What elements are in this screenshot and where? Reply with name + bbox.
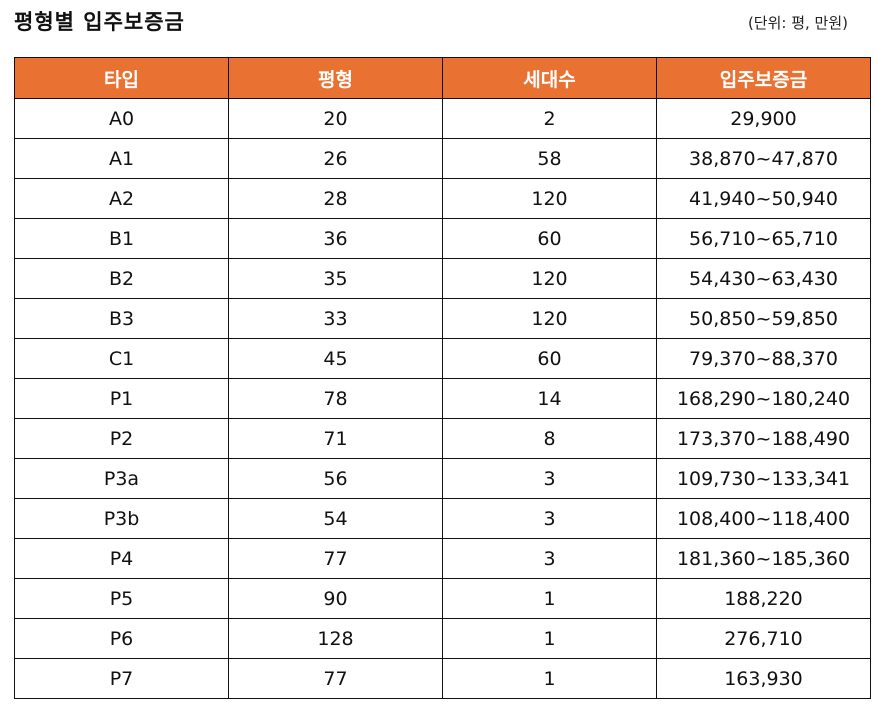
cell-deposit: 41,940~50,940 (656, 178, 871, 219)
cell-size: 56 (228, 458, 443, 499)
cell-size: 77 (228, 658, 443, 699)
table-row: P3b 54 3 108,400~118,400 (14, 498, 871, 539)
cell-deposit: 109,730~133,341 (656, 458, 871, 499)
cell-size: 20 (228, 98, 443, 139)
cell-type: P5 (14, 578, 229, 619)
cell-households: 1 (442, 618, 657, 659)
cell-type: A1 (14, 138, 229, 179)
cell-deposit: 173,370~188,490 (656, 418, 871, 459)
table-row: B1 36 60 56,710~65,710 (14, 218, 871, 259)
table-row: P3a 56 3 109,730~133,341 (14, 458, 871, 499)
cell-type: B3 (14, 298, 229, 339)
cell-size: 33 (228, 298, 443, 339)
cell-households: 58 (442, 138, 657, 179)
table-row: P5 90 1 188,220 (14, 578, 871, 619)
cell-type: P2 (14, 418, 229, 459)
cell-deposit: 38,870~47,870 (656, 138, 871, 179)
cell-type: P1 (14, 378, 229, 419)
table-row: P4 77 3 181,360~185,360 (14, 538, 871, 579)
table-row: B2 35 120 54,430~63,430 (14, 258, 871, 299)
cell-deposit: 163,930 (656, 658, 871, 699)
cell-type: A2 (14, 178, 229, 219)
cell-size: 26 (228, 138, 443, 179)
cell-households: 120 (442, 178, 657, 219)
cell-deposit: 79,370~88,370 (656, 338, 871, 379)
cell-households: 3 (442, 458, 657, 499)
header-households: 세대수 (442, 57, 657, 99)
cell-size: 71 (228, 418, 443, 459)
cell-households: 2 (442, 98, 657, 139)
header-deposit: 입주보증금 (656, 57, 871, 99)
cell-deposit: 54,430~63,430 (656, 258, 871, 299)
cell-deposit: 188,220 (656, 578, 871, 619)
cell-type: C1 (14, 338, 229, 379)
cell-deposit: 108,400~118,400 (656, 498, 871, 539)
table-row: B3 33 120 50,850~59,850 (14, 298, 871, 339)
cell-households: 60 (442, 338, 657, 379)
table-row: P7 77 1 163,930 (14, 658, 871, 699)
cell-type: B1 (14, 218, 229, 259)
table-row: P1 78 14 168,290~180,240 (14, 378, 871, 419)
cell-households: 14 (442, 378, 657, 419)
cell-size: 36 (228, 218, 443, 259)
cell-households: 1 (442, 658, 657, 699)
cell-deposit: 29,900 (656, 98, 871, 139)
cell-households: 8 (442, 418, 657, 459)
page-title: 평형별 입주보증금 (14, 10, 185, 34)
cell-households: 1 (442, 578, 657, 619)
cell-deposit: 181,360~185,360 (656, 538, 871, 579)
cell-deposit: 168,290~180,240 (656, 378, 871, 419)
table-row: P2 71 8 173,370~188,490 (14, 418, 871, 459)
cell-size: 35 (228, 258, 443, 299)
cell-type: P6 (14, 618, 229, 659)
table-body: A0 20 2 29,900 A1 26 58 38,870~47,870 A2 28 120 41,… (14, 98, 871, 699)
cell-size: 90 (228, 578, 443, 619)
cell-deposit: 276,710 (656, 618, 871, 659)
cell-households: 3 (442, 538, 657, 579)
cell-type: P7 (14, 658, 229, 699)
unit-note: (단위: 평, 만원) (747, 14, 848, 32)
cell-deposit: 56,710~65,710 (656, 218, 871, 259)
table-row: P6 128 1 276,710 (14, 618, 871, 659)
cell-size: 128 (228, 618, 443, 659)
table-row: A2 28 120 41,940~50,940 (14, 178, 871, 219)
table-row: A0 20 2 29,900 (14, 98, 871, 139)
cell-households: 3 (442, 498, 657, 539)
cell-deposit: 50,850~59,850 (656, 298, 871, 339)
cell-type: P3b (14, 498, 229, 539)
cell-type: P4 (14, 538, 229, 579)
cell-type: B2 (14, 258, 229, 299)
cell-size: 28 (228, 178, 443, 219)
deposit-table: 타입 평형 세대수 입주보증금 A0 20 2 29,900 A1 26 58 38,870~… (14, 57, 871, 699)
cell-type: P3a (14, 458, 229, 499)
cell-size: 45 (228, 338, 443, 379)
table-row: C1 45 60 79,370~88,370 (14, 338, 871, 379)
header-row: 타입 평형 세대수 입주보증금 (14, 57, 871, 99)
cell-size: 77 (228, 538, 443, 579)
cell-households: 120 (442, 298, 657, 339)
table-row: A1 26 58 38,870~47,870 (14, 138, 871, 179)
header-type: 타입 (14, 57, 229, 99)
cell-size: 54 (228, 498, 443, 539)
cell-type: A0 (14, 98, 229, 139)
header-size: 평형 (228, 57, 443, 99)
cell-households: 120 (442, 258, 657, 299)
cell-size: 78 (228, 378, 443, 419)
cell-households: 60 (442, 218, 657, 259)
